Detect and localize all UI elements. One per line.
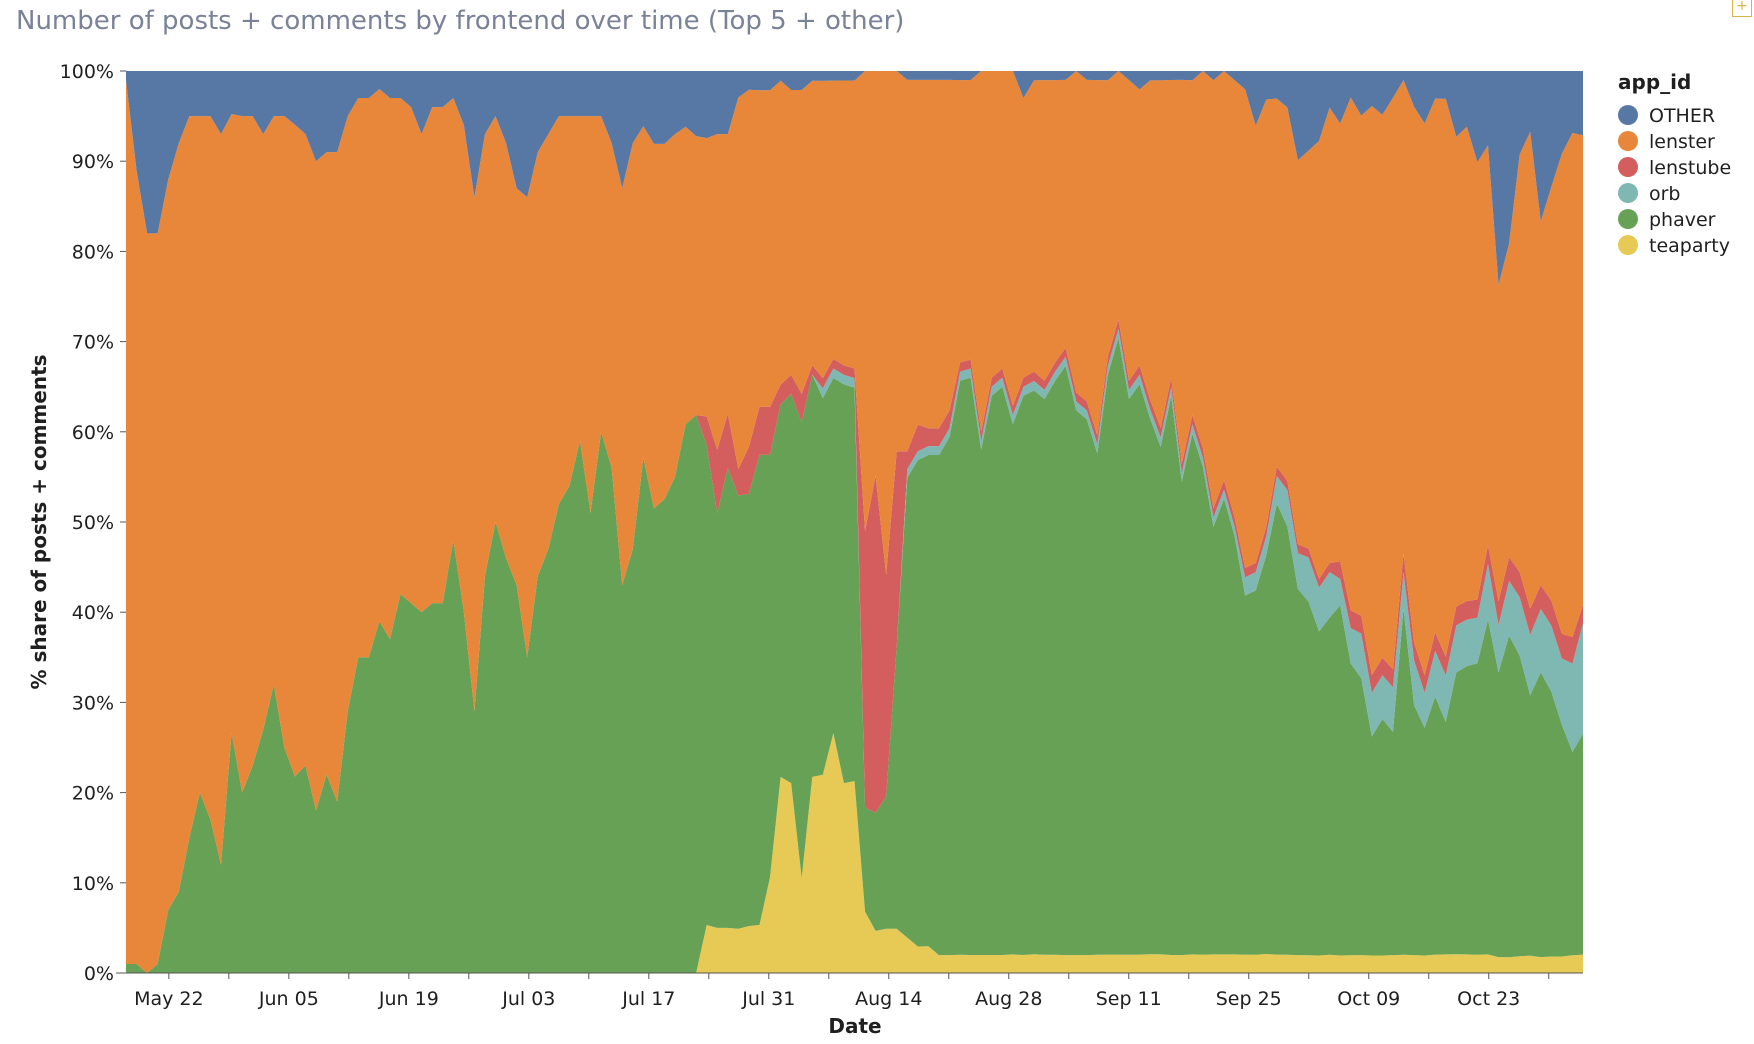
x-tick-label: May 22 xyxy=(134,988,204,1010)
legend-swatch-other[interactable] xyxy=(1618,105,1638,125)
y-tick-label: 100% xyxy=(60,61,114,83)
area-lenster xyxy=(126,71,1583,973)
x-tick-label: Jun 19 xyxy=(378,988,439,1010)
x-tick-label: Jul 17 xyxy=(621,988,675,1010)
x-axis-title: Date xyxy=(828,1014,881,1038)
y-tick-label: 80% xyxy=(72,241,114,263)
legend-label-orb[interactable]: orb xyxy=(1649,183,1681,205)
x-tick-label: Jun 05 xyxy=(258,988,319,1010)
x-tick-label: Oct 23 xyxy=(1457,988,1520,1010)
x-tick-label: Aug 14 xyxy=(855,988,922,1010)
y-tick-label: 70% xyxy=(72,332,114,354)
y-tick-label: 60% xyxy=(72,422,114,444)
x-tick-label: Sep 25 xyxy=(1216,988,1282,1010)
area-other xyxy=(126,71,1583,285)
legend-label-lenster[interactable]: lenster xyxy=(1649,131,1715,153)
legend-swatch-lenster[interactable] xyxy=(1618,131,1638,151)
legend-title: app_id xyxy=(1618,70,1691,94)
area-teaparty xyxy=(126,733,1583,973)
area-phaver xyxy=(126,337,1583,973)
legend-label-phaver[interactable]: phaver xyxy=(1649,209,1716,231)
x-axis: May 22 Jun 05 Jun 19 Jul 03 Jul 17 Jul 31 Aug … xyxy=(116,972,1583,1010)
y-tick-label: 90% xyxy=(72,151,114,173)
legend-label-other[interactable]: OTHER xyxy=(1649,105,1715,127)
legend-swatch-orb[interactable] xyxy=(1618,183,1638,203)
x-tick-label: Aug 28 xyxy=(975,988,1042,1010)
area-layers xyxy=(126,71,1583,974)
x-tick-label: Sep 11 xyxy=(1096,988,1162,1010)
x-tick-label: Oct 09 xyxy=(1337,988,1400,1010)
x-tick-label: Jul 31 xyxy=(741,988,795,1010)
y-axis-title: % share of posts + comments xyxy=(27,354,51,689)
y-tick-label: 0% xyxy=(84,963,114,985)
y-tick-label: 40% xyxy=(72,602,114,624)
legend-label-teaparty[interactable]: teaparty xyxy=(1649,235,1730,257)
y-tick-label: 50% xyxy=(72,512,114,534)
y-tick-label: 30% xyxy=(72,692,114,714)
y-tick-label: 10% xyxy=(72,873,114,895)
x-tick-label: Jul 03 xyxy=(501,988,555,1010)
y-axis: 0% 10% 20% 30% 40% 50% 60% 70% 80% 90% 100% xyxy=(60,61,126,985)
legend-swatch-lenstube[interactable] xyxy=(1618,157,1638,177)
legend-label-lenstube[interactable]: lenstube xyxy=(1649,157,1731,179)
legend-swatch-teaparty[interactable] xyxy=(1618,235,1638,255)
legend-swatch-phaver[interactable] xyxy=(1618,209,1638,229)
legend: app_id OTHER lenster lenstube orb phaver teap… xyxy=(1618,70,1731,257)
chart-title: Number of posts + comments by frontend o… xyxy=(16,6,905,36)
add-icon[interactable]: + xyxy=(1732,0,1752,17)
y-tick-label: 20% xyxy=(72,783,114,805)
